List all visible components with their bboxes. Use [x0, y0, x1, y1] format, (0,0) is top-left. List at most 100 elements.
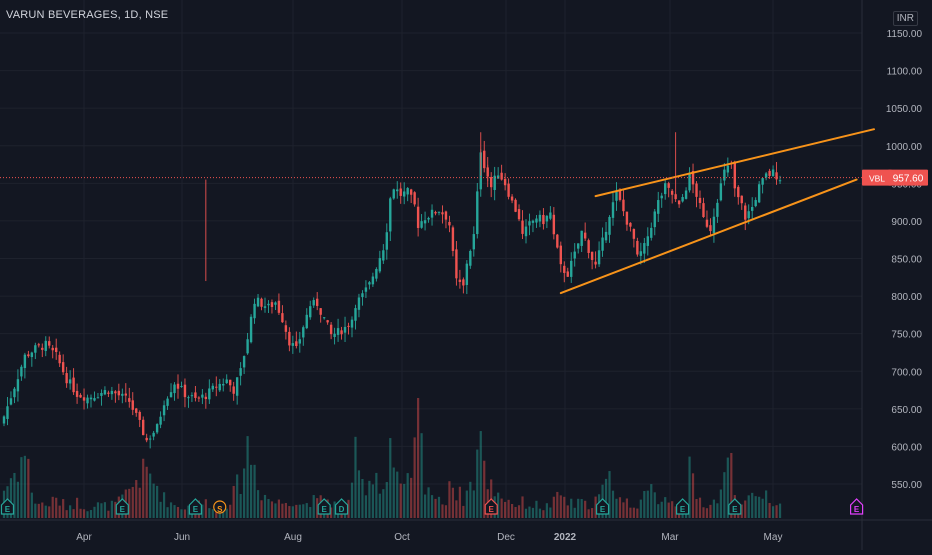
candle-body: [117, 390, 121, 396]
event-marker-future[interactable]: [850, 498, 864, 515]
candle-body: [305, 314, 308, 329]
candle-body: [677, 200, 681, 205]
candle-body: [646, 236, 649, 246]
volume-bar: [173, 505, 176, 518]
volume-bar: [142, 458, 145, 518]
event-marker-earnings[interactable]: [484, 498, 498, 515]
candle-body: [30, 352, 34, 358]
candle-body: [594, 261, 597, 265]
volume-bar: [747, 495, 750, 518]
candle-body: [75, 390, 79, 397]
candle-body: [629, 222, 632, 227]
volume-bar: [427, 487, 430, 518]
candle-body: [246, 339, 249, 354]
volume-bar: [479, 431, 482, 518]
y-tick-label: 600.00: [891, 442, 922, 453]
candle-body: [754, 200, 757, 207]
candle-body: [107, 392, 110, 394]
candle-body: [462, 279, 465, 286]
volume-bar: [357, 470, 361, 518]
volume-bar: [260, 500, 263, 518]
volume-bar: [152, 483, 155, 518]
volume-bar: [535, 500, 538, 518]
volume-bar: [629, 507, 632, 518]
event-marker-label: E: [854, 505, 860, 514]
candle-body: [225, 379, 228, 384]
volume-bar: [754, 496, 757, 518]
volume-bar: [521, 496, 524, 518]
event-marker-earnings[interactable]: [115, 498, 129, 515]
candle-body: [737, 186, 740, 198]
candle-body: [55, 347, 58, 352]
volume-bar: [420, 433, 423, 518]
candle-body: [169, 392, 173, 398]
volume-bar: [156, 485, 159, 518]
volume-bar: [444, 505, 448, 518]
candle-body: [336, 328, 340, 335]
candle-body: [6, 406, 9, 419]
candle-body: [288, 331, 291, 346]
volume-bar: [48, 506, 51, 518]
candle-body: [702, 203, 705, 218]
event-marker-earnings[interactable]: [317, 498, 331, 515]
candle-body: [608, 216, 611, 235]
candle-body: [204, 396, 208, 400]
candle-body: [521, 220, 524, 234]
volume-bar: [249, 464, 253, 518]
y-tick-label: 850.00: [891, 255, 922, 266]
candle-body: [208, 388, 211, 400]
volume-bar: [79, 508, 82, 518]
candle-body: [274, 302, 277, 305]
candle-body: [427, 217, 430, 220]
volume-bar: [744, 500, 747, 518]
volume-bar: [517, 505, 521, 518]
currency-badge[interactable]: INR: [892, 11, 918, 26]
volume-bar: [378, 493, 381, 518]
candle-body: [242, 356, 246, 368]
event-marker-earnings[interactable]: [676, 498, 690, 515]
event-marker-earnings[interactable]: [0, 498, 15, 515]
candle-body: [451, 227, 455, 251]
candle-body: [538, 214, 542, 222]
candle-body: [145, 437, 148, 441]
candle-body: [298, 339, 301, 344]
candle-body: [434, 212, 437, 214]
candle-body: [364, 287, 368, 292]
candle-body: [503, 178, 507, 186]
candle-body: [142, 419, 145, 436]
event-marker-split[interactable]: [213, 500, 227, 514]
candle-body: [194, 392, 197, 398]
candle-body: [771, 169, 775, 177]
volume-bar: [528, 506, 531, 518]
volume-bar: [34, 503, 37, 518]
volume-bar: [41, 502, 44, 518]
volume-bar: [385, 482, 388, 518]
y-tick-label: 900.00: [891, 217, 922, 228]
volume-bar: [180, 509, 183, 518]
volume-bar: [75, 497, 79, 518]
candle-body: [201, 394, 204, 398]
candle-body: [16, 379, 20, 392]
candle-body: [552, 214, 556, 235]
event-marker-earnings[interactable]: [188, 498, 202, 515]
candle-body: [89, 397, 93, 400]
volume-bar: [608, 471, 611, 518]
volume-bar: [389, 438, 392, 518]
candle-body: [597, 250, 601, 265]
candle-body: [357, 297, 361, 310]
event-marker-earnings[interactable]: [728, 498, 742, 515]
candle-body: [611, 202, 615, 218]
event-marker-earnings[interactable]: [334, 498, 349, 515]
volume-bar: [243, 468, 246, 518]
event-marker-earnings[interactable]: [595, 498, 610, 515]
volume-bar: [771, 506, 775, 518]
candle-body: [604, 231, 608, 241]
volume-bar: [510, 503, 514, 518]
candle-body: [670, 190, 674, 195]
volume-bar: [545, 503, 548, 518]
candle-body: [277, 300, 281, 313]
volume-bar: [691, 473, 695, 518]
candle-body: [751, 206, 754, 211]
